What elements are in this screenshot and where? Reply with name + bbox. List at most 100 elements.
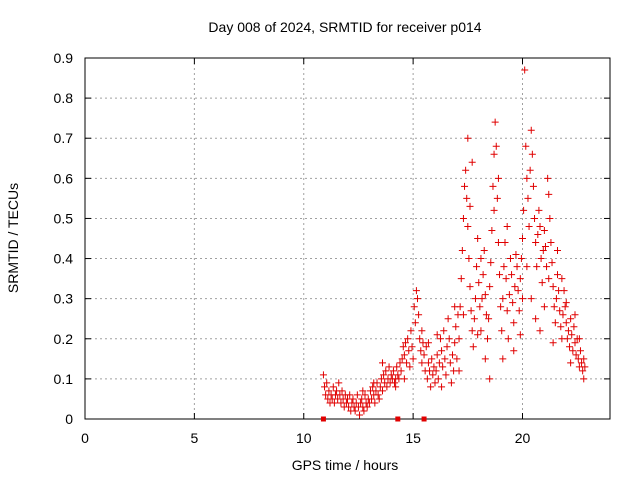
x-tick-label: 5 bbox=[190, 430, 198, 446]
data-point bbox=[430, 363, 438, 371]
data-point bbox=[410, 303, 418, 311]
data-point bbox=[406, 363, 414, 371]
baseline-markers bbox=[320, 416, 427, 422]
data-point bbox=[499, 295, 507, 303]
data-point bbox=[466, 202, 474, 210]
data-point bbox=[552, 295, 560, 303]
data-point bbox=[396, 359, 404, 367]
data-point bbox=[329, 383, 337, 391]
grid-lines bbox=[85, 58, 610, 419]
data-point bbox=[479, 271, 487, 279]
data-point bbox=[499, 355, 507, 363]
data-point bbox=[379, 387, 386, 395]
y-tick-label: 0.1 bbox=[54, 371, 74, 387]
data-point bbox=[537, 255, 545, 263]
data-point bbox=[433, 331, 441, 339]
data-point bbox=[554, 247, 561, 255]
data-point bbox=[363, 403, 371, 411]
data-point bbox=[431, 379, 439, 387]
data-point bbox=[497, 303, 505, 311]
data-point bbox=[510, 347, 518, 355]
data-point bbox=[389, 367, 397, 375]
data-point bbox=[481, 355, 489, 363]
data-point bbox=[467, 307, 475, 315]
data-point bbox=[447, 379, 455, 387]
data-point bbox=[567, 359, 575, 367]
y-tick-label: 0.4 bbox=[54, 251, 74, 267]
x-tick-label: 10 bbox=[296, 430, 312, 446]
data-point bbox=[581, 363, 589, 371]
data-point bbox=[401, 339, 409, 347]
data-point bbox=[563, 335, 571, 343]
data-point bbox=[404, 335, 412, 343]
data-point bbox=[383, 383, 391, 391]
baseline-marker bbox=[421, 416, 427, 422]
data-point bbox=[417, 347, 425, 355]
data-point bbox=[571, 311, 579, 319]
data-point bbox=[543, 263, 551, 271]
data-point bbox=[560, 287, 568, 295]
data-point bbox=[477, 255, 485, 263]
data-point bbox=[528, 150, 536, 158]
data-point bbox=[546, 214, 554, 222]
data-point bbox=[480, 247, 488, 255]
data-point bbox=[359, 387, 367, 395]
data-point bbox=[527, 295, 535, 303]
data-point bbox=[325, 387, 333, 395]
data-point bbox=[433, 351, 441, 359]
data-point bbox=[445, 335, 453, 343]
data-point bbox=[496, 271, 504, 279]
data-point bbox=[540, 226, 548, 234]
data-point bbox=[513, 263, 521, 271]
data-point bbox=[481, 291, 489, 299]
x-tick-label: 0 bbox=[81, 430, 89, 446]
data-point bbox=[510, 319, 518, 327]
data-point bbox=[524, 194, 532, 202]
y-axis-label: SRMTID / TECUs bbox=[5, 183, 21, 293]
data-point bbox=[567, 315, 575, 323]
data-point bbox=[370, 379, 378, 387]
data-point bbox=[358, 395, 366, 403]
data-point bbox=[427, 383, 435, 391]
data-point bbox=[502, 275, 510, 283]
data-point bbox=[519, 295, 526, 303]
data-point bbox=[464, 222, 472, 230]
data-point bbox=[379, 359, 386, 367]
data-point bbox=[382, 367, 390, 375]
data-point bbox=[545, 275, 553, 283]
data-point bbox=[434, 375, 442, 383]
data-point bbox=[549, 339, 557, 347]
data-point bbox=[551, 319, 559, 327]
data-point bbox=[486, 375, 494, 383]
data-point bbox=[361, 391, 369, 399]
data-point bbox=[451, 303, 459, 311]
data-point bbox=[400, 351, 408, 359]
data-point bbox=[346, 391, 354, 399]
data-point bbox=[351, 407, 359, 415]
data-point bbox=[385, 363, 393, 371]
y-tick-label: 0.8 bbox=[54, 90, 74, 106]
data-point bbox=[576, 347, 584, 355]
data-point bbox=[540, 303, 548, 311]
chart-title: Day 008 of 2024, SRMTID for receiver p01… bbox=[208, 19, 481, 35]
data-point bbox=[517, 255, 525, 263]
data-point bbox=[376, 383, 384, 391]
data-point bbox=[494, 174, 502, 182]
data-point bbox=[432, 367, 440, 375]
data-point bbox=[539, 247, 547, 255]
data-point bbox=[486, 283, 494, 291]
y-tick-label: 0.2 bbox=[54, 331, 74, 347]
data-point bbox=[572, 351, 580, 359]
data-point bbox=[498, 327, 506, 335]
data-point bbox=[372, 387, 380, 395]
data-point bbox=[403, 359, 411, 367]
data-point bbox=[457, 275, 465, 283]
data-point bbox=[559, 311, 567, 319]
data-point bbox=[463, 194, 471, 202]
data-point bbox=[485, 315, 493, 323]
data-point bbox=[536, 222, 544, 230]
data-point bbox=[557, 323, 565, 331]
data-point bbox=[422, 343, 430, 351]
data-point bbox=[414, 295, 421, 303]
